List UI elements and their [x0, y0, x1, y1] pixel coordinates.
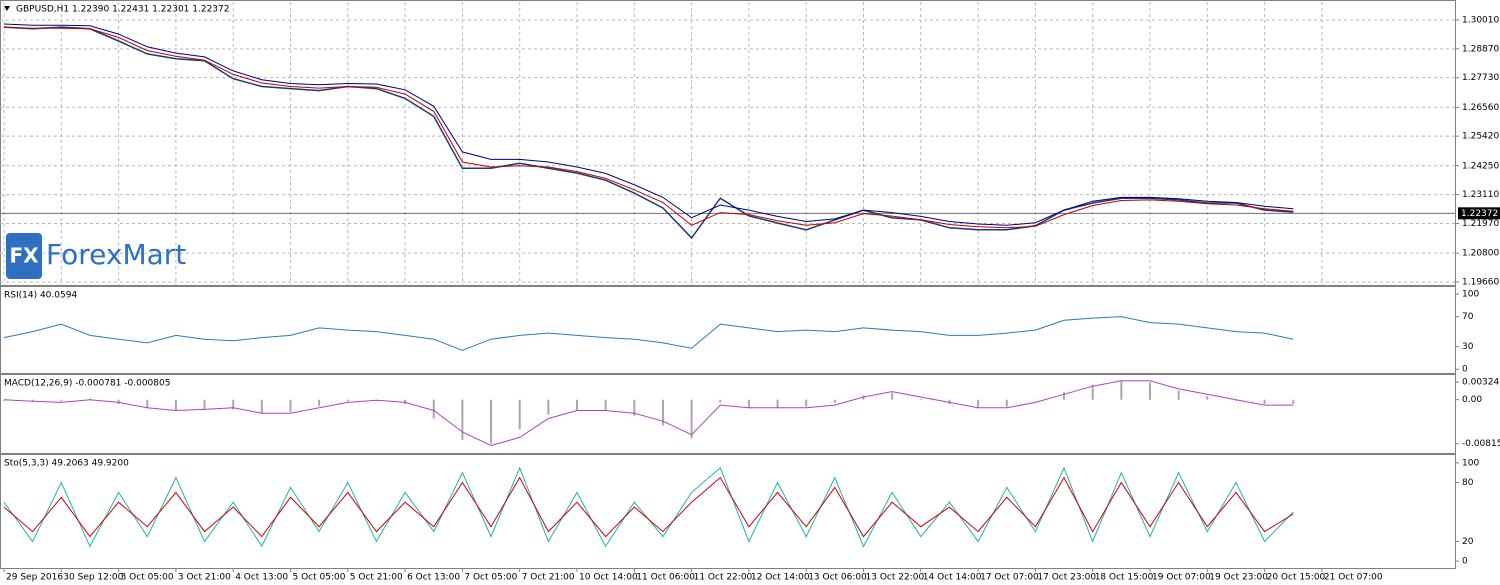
x-tick-label: 21 Oct 07:00	[1324, 573, 1383, 583]
x-tick-label: 20 Oct 15:00	[1267, 573, 1326, 583]
y-tick-label: 20	[1462, 537, 1474, 547]
x-tick-label: 7 Oct 21:00	[522, 573, 575, 583]
x-tick-label: 5 Oct 05:00	[293, 573, 346, 583]
y-tick-label: 100	[1462, 458, 1479, 468]
x-tick-label: 19 Oct 23:00	[1209, 573, 1268, 583]
x-tick-label: 12 Oct 14:00	[751, 573, 810, 583]
panel-title: GBPUSD,H1 1.22390 1.22431 1.22301 1.2237…	[16, 5, 229, 15]
panel-title: Sto(5,3,3) 49.2063 49.9200	[4, 459, 129, 469]
x-tick-label: 10 Oct 14:00	[579, 573, 638, 583]
x-tick-label: 13 Oct 06:00	[808, 573, 867, 583]
x-tick-label: 17 Oct 07:00	[980, 573, 1039, 583]
y-tick-label: 1.27730	[1462, 73, 1499, 83]
logo-badge	[6, 233, 42, 279]
x-tick-label: 3 Oct 21:00	[178, 573, 231, 583]
logo-badge-text: FX	[9, 244, 39, 268]
x-tick-label: 18 Oct 15:00	[1095, 573, 1154, 583]
x-tick-label: 5 Oct 21:00	[350, 573, 403, 583]
x-tick-label: 3 Oct 05:00	[121, 573, 174, 583]
y-tick-label: 1.24250	[1462, 161, 1499, 171]
y-tick-label: 80	[1462, 478, 1474, 488]
x-tick-label: 19 Oct 07:00	[1152, 573, 1211, 583]
y-tick-label: 1.25420	[1462, 132, 1499, 142]
x-tick-label: 6 Oct 13:00	[407, 573, 460, 583]
x-tick-label: 13 Oct 22:00	[866, 573, 925, 583]
y-tick-label: 0	[1462, 365, 1468, 375]
x-tick-label: 30 Sep 12:00	[63, 573, 123, 583]
x-tick-label: 11 Oct 22:00	[694, 573, 753, 583]
y-tick-label: 1.26560	[1462, 103, 1499, 113]
y-tick-label: 1.23110	[1462, 190, 1499, 200]
panel-title: MACD(12,26,9) -0.000781 -0.000805	[4, 379, 170, 389]
series-line	[3, 26, 1294, 229]
series-line	[3, 476, 1294, 538]
y-tick-label: 1.28870	[1462, 44, 1499, 54]
y-tick-label: 1.21970	[1462, 219, 1499, 229]
series-line	[3, 316, 1294, 351]
x-tick-label: 14 Oct 14:00	[923, 573, 982, 583]
x-tick-label: 7 Oct 05:00	[464, 573, 517, 583]
current-price-box	[1458, 207, 1500, 220]
panel-title: RSI(14) 40.0594	[4, 291, 77, 301]
x-tick-label: 11 Oct 06:00	[636, 573, 695, 583]
logo-text: ForexMart	[46, 238, 186, 271]
y-tick-label: 0	[1462, 557, 1468, 567]
dropdown-icon	[4, 6, 10, 11]
y-tick-label: 0.00	[1462, 395, 1482, 405]
x-tick-label: 29 Sep 2016	[6, 573, 63, 583]
y-tick-label: 1.30010	[1462, 15, 1499, 25]
y-tick-label: 30	[1462, 342, 1474, 352]
x-tick-label: 17 Oct 23:00	[1037, 573, 1096, 583]
y-tick-label: 100	[1462, 290, 1479, 300]
y-tick-label: 0.00324	[1462, 378, 1499, 388]
y-tick-label: -0.008156	[1462, 439, 1500, 449]
series-line	[3, 26, 1294, 240]
y-tick-label: 1.20800	[1462, 249, 1499, 259]
series-line	[3, 23, 1294, 226]
series-line	[3, 380, 1294, 447]
y-tick-label: 1.19660	[1462, 277, 1499, 287]
current-price-label: 1.22372	[1461, 209, 1498, 219]
x-tick-label: 4 Oct 13:00	[235, 573, 288, 583]
y-tick-label: 70	[1462, 312, 1474, 322]
